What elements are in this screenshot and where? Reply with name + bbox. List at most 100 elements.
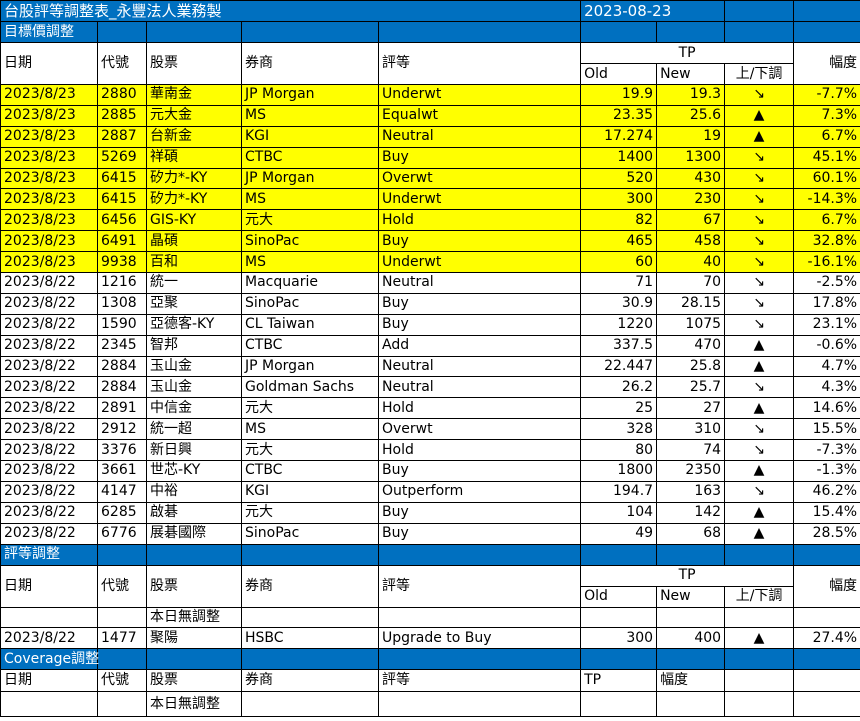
cell-stock[interactable]: 華南金	[146, 84, 242, 106]
cell-date[interactable]: 2023/8/23	[0, 125, 98, 148]
cell-old-tp[interactable]: 49	[580, 522, 658, 545]
cell-change[interactable]: 60.1%	[793, 167, 860, 190]
cell-date[interactable]: 2023/8/22	[0, 439, 98, 462]
cell-rating[interactable]: Add	[377, 334, 582, 357]
cell-stock[interactable]: 玉山金	[146, 376, 242, 399]
cell-direction[interactable]	[724, 606, 795, 629]
table-row[interactable]: 2023/8/22 1308 亞聚 SinoPac Buy 30.9 28.15…	[0, 292, 860, 315]
cell-code[interactable]: 2887	[97, 125, 147, 148]
table-row[interactable]: 2023/8/23 2887 台新金 KGI Neutral 17.274 19…	[0, 125, 860, 148]
cell-stock[interactable]: GIS-KY	[146, 209, 242, 232]
cell-rating[interactable]: Neutral	[377, 125, 582, 148]
table-row[interactable]: 2023/8/22 2345 智邦 CTBC Add 337.5 470 ▲ -…	[0, 334, 860, 357]
cell-new-tp[interactable]: 74	[656, 439, 726, 462]
cell-date[interactable]: 2023/8/22	[0, 501, 98, 524]
cell-broker[interactable]: JP Morgan	[241, 167, 379, 190]
up-arrow-icon[interactable]: ▲	[724, 460, 795, 482]
cell-change[interactable]: 4.3%	[793, 376, 860, 399]
cell-change[interactable]: -2.5%	[793, 272, 860, 294]
cell-old-tp[interactable]: 80	[580, 439, 658, 462]
cell-code[interactable]: 2345	[97, 334, 147, 357]
table-row[interactable]: 2023/8/23 6491 晶碩 SinoPac Buy 465 458 ↘ …	[0, 230, 860, 253]
cell-stock[interactable]: 聚陽	[146, 627, 242, 650]
cell-old-tp[interactable]: 337.5	[580, 334, 658, 357]
cell-old-tp[interactable]: 19.9	[580, 84, 658, 106]
cell-code[interactable]: 3661	[97, 460, 147, 482]
cell-date[interactable]: 2023/8/23	[0, 146, 98, 169]
cell-date[interactable]: 2023/8/22	[0, 522, 98, 545]
table-row[interactable]: 2023/8/22 2884 玉山金 JP Morgan Neutral 22.…	[0, 355, 860, 378]
down-arrow-icon[interactable]: ↘	[724, 84, 795, 106]
cell-rating[interactable]: Equalwt	[377, 104, 582, 127]
down-arrow-icon[interactable]: ↘	[724, 146, 795, 169]
cell-old-tp[interactable]: 194.7	[580, 480, 658, 503]
up-arrow-icon[interactable]: ▲	[724, 125, 795, 148]
cell-date[interactable]: 2023/8/22	[0, 627, 98, 650]
cell-code[interactable]: 4147	[97, 480, 147, 503]
cell-old-tp[interactable]: 1220	[580, 313, 658, 336]
down-arrow-icon[interactable]: ↘	[724, 188, 795, 211]
cell-old-tp[interactable]: 26.2	[580, 376, 658, 399]
down-arrow-icon[interactable]: ↘	[724, 376, 795, 399]
cell-new-tp[interactable]: 470	[656, 334, 726, 357]
cell-broker[interactable]: MS	[241, 104, 379, 127]
up-arrow-icon[interactable]: ▲	[724, 355, 795, 378]
cell-rating[interactable]: Underwt	[377, 188, 582, 211]
cell-new-tp[interactable]: 163	[656, 480, 726, 503]
cell-rating[interactable]: Overwt	[377, 167, 582, 190]
cell-change[interactable]: -7.3%	[793, 439, 860, 462]
cell-new-tp[interactable]: 70	[656, 272, 726, 294]
cell-stock[interactable]: 展碁國際	[146, 522, 242, 545]
cell-change[interactable]: -16.1%	[793, 251, 860, 274]
cell-stock[interactable]: 統一	[146, 272, 242, 294]
cell-change[interactable]: -1.3%	[793, 460, 860, 482]
cell-old-tp[interactable]: 25	[580, 397, 658, 420]
cell-old-tp[interactable]: 520	[580, 167, 658, 190]
cell-rating[interactable]: Outperform	[377, 480, 582, 503]
cell-code[interactable]: 2885	[97, 104, 147, 127]
cell-new-tp[interactable]: 28.15	[656, 292, 726, 315]
cell-date[interactable]: 2023/8/22	[0, 313, 98, 336]
cell-new-tp[interactable]: 27	[656, 397, 726, 420]
cell-code[interactable]: 2880	[97, 84, 147, 106]
cell-old-tp[interactable]: 71	[580, 272, 658, 294]
cell-new-tp[interactable]: 458	[656, 230, 726, 253]
down-arrow-icon[interactable]: ↘	[724, 480, 795, 503]
cell-stock[interactable]: 矽力*-KY	[146, 167, 242, 190]
cell-date[interactable]: 2023/8/22	[0, 334, 98, 357]
cell-broker[interactable]: Macquarie	[241, 272, 379, 294]
cell-new-tp[interactable]: 25.6	[656, 104, 726, 127]
up-arrow-icon[interactable]: ▲	[724, 522, 795, 545]
cell-date[interactable]: 2023/8/22	[0, 355, 98, 378]
cell-old-tp[interactable]: 1400	[580, 146, 658, 169]
cell-old-tp[interactable]: 17.274	[580, 125, 658, 148]
cell-date[interactable]: 2023/8/23	[0, 188, 98, 211]
cell-code[interactable]: 6285	[97, 501, 147, 524]
cell-rating[interactable]: Hold	[377, 397, 582, 420]
cell-broker[interactable]: 元大	[241, 439, 379, 462]
cell-stock[interactable]: 亞聚	[146, 292, 242, 315]
cell-old-tp[interactable]: 82	[580, 209, 658, 232]
down-arrow-icon[interactable]: ↘	[724, 209, 795, 232]
cell-rating[interactable]: Neutral	[377, 355, 582, 378]
cell-change[interactable]: 23.1%	[793, 313, 860, 336]
up-arrow-icon[interactable]: ▲	[724, 501, 795, 524]
cell-change[interactable]: 45.1%	[793, 146, 860, 169]
cell-code[interactable]: 1216	[97, 272, 147, 294]
cell-change[interactable]: 46.2%	[793, 480, 860, 503]
cell-new-tp[interactable]: 142	[656, 501, 726, 524]
cell-broker[interactable]: 元大	[241, 397, 379, 420]
cell-change[interactable]: 15.5%	[793, 418, 860, 441]
cell-stock[interactable]: 玉山金	[146, 355, 242, 378]
cell-date[interactable]: 2023/8/22	[0, 460, 98, 482]
cell-old-tp[interactable]: 300	[580, 188, 658, 211]
cell-new-tp[interactable]: 310	[656, 418, 726, 441]
cell-rating[interactable]: Underwt	[377, 84, 582, 106]
cell-change[interactable]: 15.4%	[793, 501, 860, 524]
down-arrow-icon[interactable]: ↘	[724, 313, 795, 336]
cell-new-tp[interactable]: 19.3	[656, 84, 726, 106]
cell-new-tp[interactable]: 400	[656, 627, 726, 650]
table-row[interactable]: 2023/8/23 6415 矽力*-KY MS Underwt 300 230…	[0, 188, 860, 211]
cell-old-tp[interactable]: 300	[580, 627, 658, 650]
cell-change[interactable]: -7.7%	[793, 84, 860, 106]
